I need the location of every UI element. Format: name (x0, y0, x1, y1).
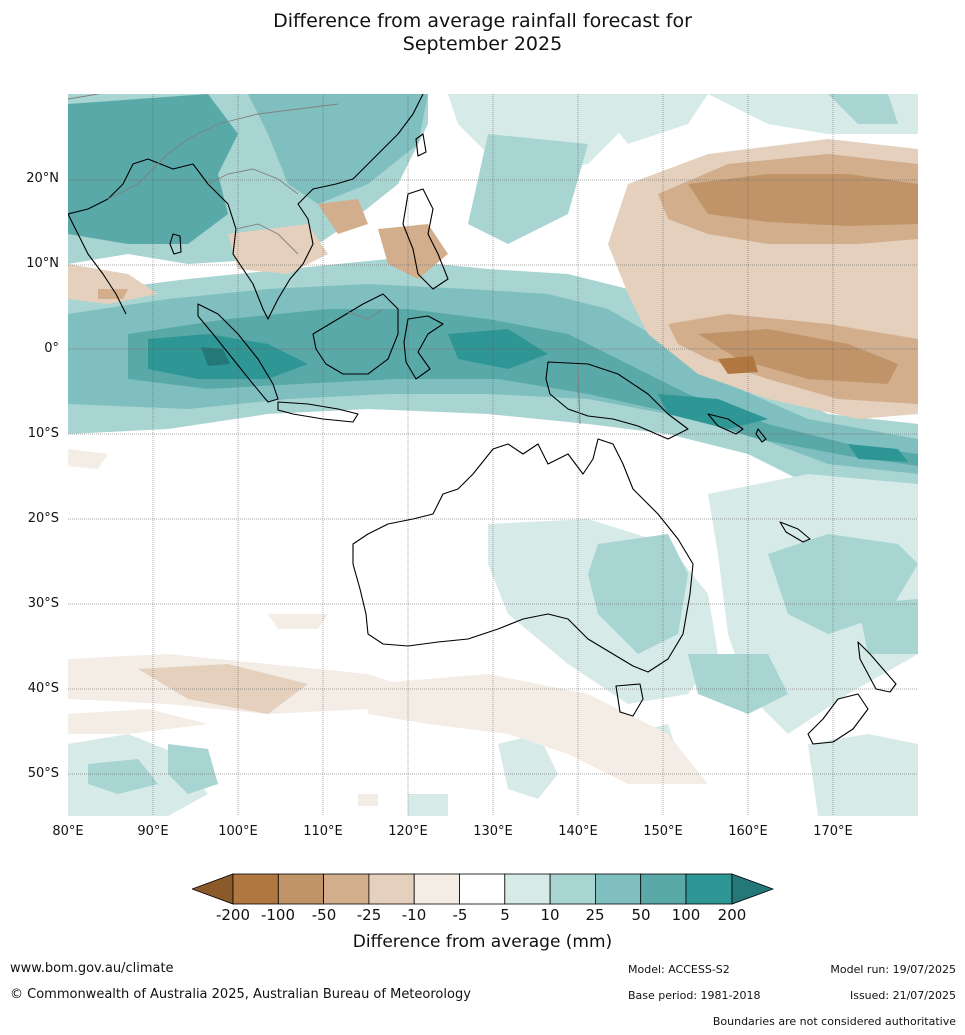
lon-label-110e: 110°E (303, 824, 343, 839)
legend-swatch-3 (323, 873, 370, 905)
lat-label-40s: 40°S (27, 681, 59, 696)
legend-swatch-5 (413, 873, 460, 905)
taiwan-coastline (415, 133, 427, 157)
legend-swatch-9 (594, 873, 642, 905)
legend-tick-2: -50 (311, 906, 337, 924)
tasmania-coastline (615, 683, 644, 717)
australia-coastline (352, 438, 694, 673)
lat-label-20n: 20°N (26, 171, 59, 186)
copyright-text: © Commonwealth of Australia 2025, Austra… (10, 987, 471, 1002)
borneo-coastline (312, 293, 399, 375)
base-period: Base period: 1981-2018 (628, 989, 761, 1002)
legend-tick-11: 200 (717, 906, 747, 924)
lat-label-10s: 10°S (27, 426, 59, 441)
legend-swatch-1 (232, 873, 279, 905)
country-borders (68, 94, 581, 425)
lon-label-140e: 140°E (558, 824, 598, 839)
mainland-asia-coastline (68, 94, 424, 320)
legend-tick-1: -100 (260, 906, 296, 924)
new-guinea-coastline (545, 361, 689, 440)
vanuatu-coastline (755, 428, 767, 443)
lat-label-0: 0° (44, 341, 59, 356)
lon-label-80e: 80°E (52, 824, 84, 839)
legend-tick-4: -10 (401, 906, 427, 924)
legend-tick-0: -200 (215, 906, 251, 924)
map-title-line1: Difference from average rainfall forecas… (273, 10, 692, 32)
model-name: Model: ACCESS-S2 (628, 963, 730, 976)
legend-swatch-10 (640, 873, 687, 905)
graticule (68, 94, 918, 816)
legend-tick-9: 50 (631, 906, 651, 924)
legend-tick-8: 25 (585, 906, 605, 924)
legend-colorbar (192, 873, 774, 905)
legend-tick-5: -5 (452, 906, 468, 924)
sumatra-coastline (197, 303, 279, 403)
lon-label-170e: 170°E (813, 824, 853, 839)
map-svg (68, 94, 918, 816)
lon-label-160e: 160°E (728, 824, 768, 839)
new-caledonia-coastline (779, 521, 811, 543)
lat-label-20s: 20°S (27, 511, 59, 526)
lon-label-150e: 150°E (643, 824, 683, 839)
legend-swatch-11 (685, 873, 733, 905)
philippines-coastline (402, 188, 449, 290)
lon-label-100e: 100°E (218, 824, 258, 839)
map-title-line2: September 2025 (402, 33, 563, 55)
java-coastline (277, 401, 359, 423)
legend-swatch-0 (192, 873, 234, 905)
legend-swatch-12 (731, 873, 774, 905)
website-link[interactable]: www.bom.gov.au/climate (10, 961, 174, 976)
map-title: Difference from average rainfall forecas… (0, 10, 965, 56)
issued-date: Issued: 21/07/2025 (849, 989, 956, 1002)
rainfall-map (68, 94, 918, 816)
legend-title: Difference from average (mm) (352, 932, 613, 952)
coastlines (68, 94, 897, 745)
new-zealand-south-coastline (807, 693, 869, 745)
lat-label-30s: 30°S (27, 596, 59, 611)
india-coastline (68, 213, 127, 315)
sulawesi-coastline (403, 315, 444, 380)
boundaries-note: Boundaries are not considered authoritat… (712, 1015, 956, 1028)
sri-lanka-coastline (169, 233, 182, 255)
legend-swatch-2 (277, 873, 325, 905)
legend-swatch-7 (504, 873, 551, 905)
solomon-islands-coastline (707, 413, 744, 435)
legend-tick-7: 10 (540, 906, 560, 924)
lat-label-10n: 10°N (26, 256, 59, 271)
lon-label-120e: 120°E (388, 824, 428, 839)
lon-label-90e: 90°E (137, 824, 169, 839)
model-run-date: Model run: 19/07/2025 (830, 963, 956, 976)
legend-tick-10: 100 (671, 906, 701, 924)
new-zealand-north-coastline (857, 641, 897, 693)
legend-tick-6: 5 (500, 906, 510, 924)
legend-swatch-6 (459, 873, 506, 905)
legend-tick-3: -25 (356, 906, 382, 924)
legend-swatch-8 (549, 873, 596, 905)
legend-swatch-4 (368, 873, 415, 905)
lon-label-130e: 130°E (473, 824, 513, 839)
lat-label-50s: 50°S (27, 766, 59, 781)
